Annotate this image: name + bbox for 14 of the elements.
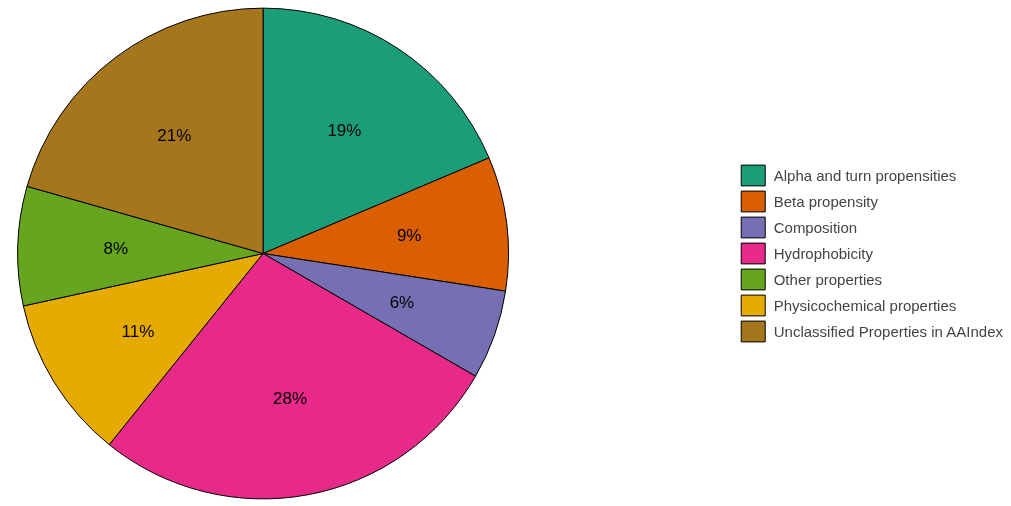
data-label: 9% — [396, 225, 422, 245]
data-label: 28% — [273, 388, 308, 408]
legend-label: Other properties — [773, 270, 883, 288]
data-label: 11% — [121, 321, 155, 341]
legend-label: Unclassified Properties in AAIndex — [773, 322, 1003, 340]
data-label: 8% — [103, 239, 129, 259]
data-label: 19% — [327, 121, 362, 141]
legend-label: Alpha and turn propensities — [773, 166, 957, 184]
legend-label: Composition — [773, 218, 858, 236]
legend-label: Beta propensity — [773, 192, 878, 210]
legend-label: Physicochemical properties — [773, 296, 957, 314]
legend-label: Hydrophobicity — [773, 244, 873, 262]
data-label: 21% — [157, 126, 192, 146]
data-label: 6% — [389, 292, 415, 312]
